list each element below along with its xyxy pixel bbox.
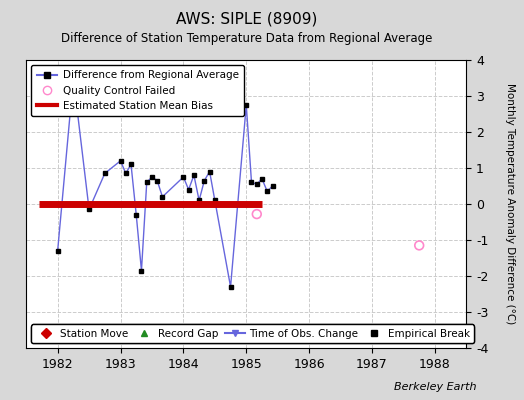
Text: Berkeley Earth: Berkeley Earth [395, 382, 477, 392]
Y-axis label: Monthly Temperature Anomaly Difference (°C): Monthly Temperature Anomaly Difference (… [505, 83, 515, 325]
Legend: Station Move, Record Gap, Time of Obs. Change, Empirical Break: Station Move, Record Gap, Time of Obs. C… [31, 324, 474, 343]
Point [253, 211, 261, 217]
Text: AWS: SIPLE (8909): AWS: SIPLE (8909) [176, 12, 317, 27]
Point [415, 242, 423, 248]
Text: Difference of Station Temperature Data from Regional Average: Difference of Station Temperature Data f… [61, 32, 432, 45]
